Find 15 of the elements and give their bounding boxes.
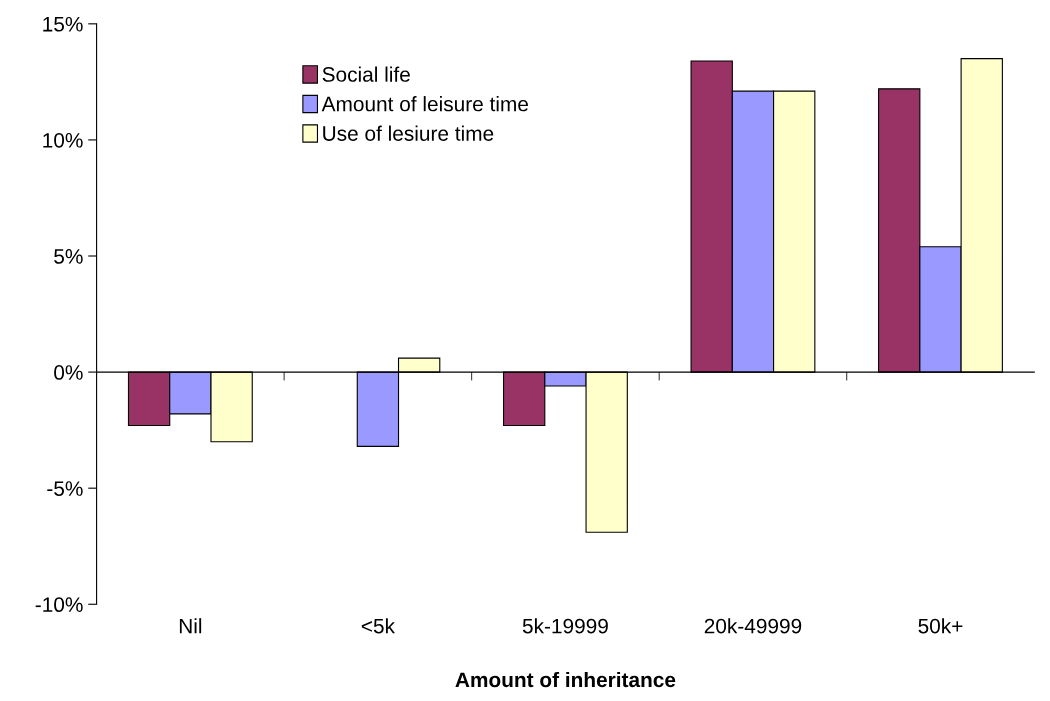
x-axis-title: Amount of inheritance: [455, 671, 676, 688]
x-tick-label: 20k-49999: [704, 618, 802, 634]
legend-label: Social life: [322, 66, 410, 82]
legend-label: Amount of leisure time: [321, 96, 528, 112]
x-tick-label: <5k: [361, 618, 396, 634]
y-tick-label: -10%: [35, 597, 83, 613]
y-tick-label: 10%: [43, 132, 83, 148]
y-tick-label: -5%: [47, 481, 83, 496]
x-tick-label: Nil: [179, 618, 202, 634]
x-tick-label: 5k-19999: [522, 618, 608, 634]
y-tick-label: 15%: [43, 16, 83, 32]
y-tick-label: 0%: [54, 365, 83, 380]
y-tick-label: 5%: [54, 249, 83, 264]
x-tick-label: 50k+: [918, 618, 963, 634]
legend-label: Use of lesiure time: [323, 125, 494, 141]
